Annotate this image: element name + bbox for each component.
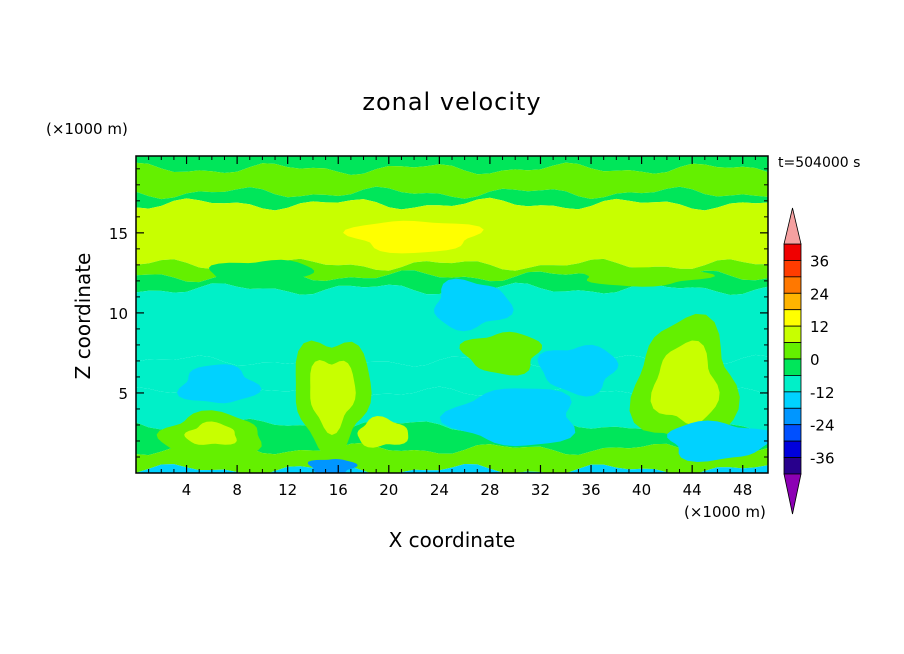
time-label: t=504000 s bbox=[778, 155, 861, 171]
colorbar-swatch bbox=[783, 375, 802, 393]
x-tick-label: 36 bbox=[581, 481, 600, 499]
colorbar-swatch bbox=[783, 276, 802, 294]
colorbar-swatch bbox=[783, 440, 802, 458]
colorbar-swatch bbox=[783, 292, 802, 311]
field-band bbox=[136, 186, 768, 211]
field-blob bbox=[310, 360, 356, 435]
y-tick-label: 5 bbox=[118, 385, 128, 403]
y-tick-label: 10 bbox=[109, 305, 128, 323]
chart-title: zonal velocity bbox=[362, 88, 542, 116]
x-tick-label: 24 bbox=[430, 481, 449, 499]
y-unit-label: (×1000 m) bbox=[46, 120, 128, 138]
x-unit-label: (×1000 m) bbox=[684, 503, 766, 521]
colorbar-tick-label: 0 bbox=[810, 351, 820, 369]
colorbar-swatch bbox=[783, 325, 802, 343]
colorbar-swatch bbox=[783, 260, 802, 278]
colorbar-tick-label: 24 bbox=[810, 285, 829, 303]
x-tick-label: 40 bbox=[632, 481, 651, 499]
x-tick-label: 28 bbox=[480, 481, 499, 499]
field-blob bbox=[343, 220, 484, 254]
colorbar-swatch bbox=[783, 309, 802, 327]
field-blob bbox=[667, 420, 768, 462]
x-tick-label: 4 bbox=[182, 481, 192, 499]
colorbar-tick-label: -24 bbox=[810, 417, 835, 435]
x-tick-label: 16 bbox=[329, 481, 348, 499]
velocity-field bbox=[136, 156, 768, 473]
colorbar: 36 24 12 0 -12 -24 -36 bbox=[783, 207, 835, 515]
field-blob bbox=[650, 340, 720, 425]
field-blob bbox=[537, 344, 619, 397]
field-blob bbox=[184, 421, 237, 445]
colorbar-tick-label: -36 bbox=[810, 450, 835, 468]
colorbar-tick-label: 12 bbox=[810, 318, 829, 336]
x-tick-label: 20 bbox=[379, 481, 398, 499]
y-tick-label: 15 bbox=[109, 225, 128, 243]
colorbar-over-arrow bbox=[783, 207, 802, 245]
x-tick-label: 8 bbox=[232, 481, 242, 499]
field-blob bbox=[357, 416, 409, 448]
x-tick-label: 48 bbox=[733, 481, 752, 499]
colorbar-swatch bbox=[783, 407, 802, 426]
field-blob bbox=[434, 278, 514, 332]
colorbar-tick-label: 36 bbox=[810, 252, 829, 270]
field-band bbox=[136, 156, 768, 175]
field-blob bbox=[579, 267, 716, 287]
colorbar-under-arrow bbox=[783, 473, 802, 515]
colorbar-swatch bbox=[783, 342, 802, 360]
colorbar-swatch bbox=[783, 391, 802, 409]
colorbar-swatch bbox=[783, 243, 802, 261]
field-band bbox=[136, 418, 768, 456]
colorbar-swatch bbox=[783, 457, 802, 475]
field-band bbox=[136, 442, 768, 473]
colorbar-tick-label: -12 bbox=[810, 384, 835, 402]
x-tick-label: 12 bbox=[278, 481, 297, 499]
x-axis-label: X coordinate bbox=[0, 528, 904, 552]
field-blob bbox=[459, 331, 542, 376]
field-blob bbox=[177, 364, 262, 404]
colorbar-swatch bbox=[783, 424, 802, 442]
colorbar-swatch bbox=[783, 358, 802, 376]
field-blob bbox=[307, 459, 358, 473]
x-tick-label: 32 bbox=[531, 481, 550, 499]
x-tick-label: 44 bbox=[683, 481, 702, 499]
field-blob bbox=[439, 388, 576, 447]
field-blob bbox=[208, 259, 315, 288]
field-band bbox=[136, 162, 768, 200]
field-band bbox=[136, 464, 768, 473]
x-axis-label-text: X coordinate bbox=[388, 528, 516, 552]
